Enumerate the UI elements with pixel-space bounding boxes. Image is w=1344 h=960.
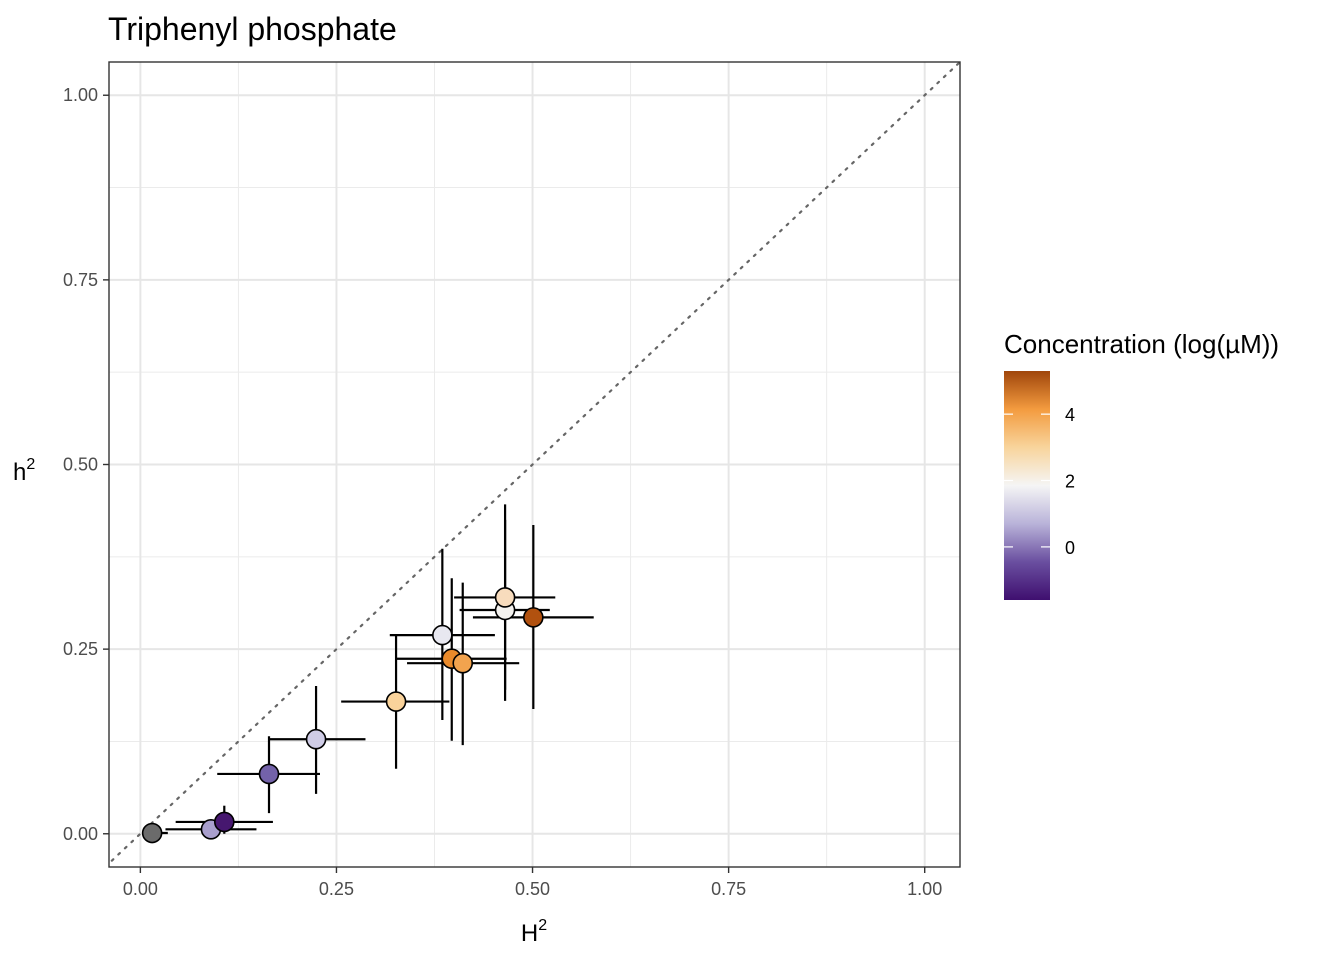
legend-ticks: 0 2 4 — [1004, 405, 1075, 558]
legend-colorbar — [1004, 371, 1050, 600]
y-tick-label: 0.00 — [63, 824, 98, 844]
x-axis-title-base: H — [521, 920, 538, 947]
chart-title: Triphenyl phosphate — [108, 11, 397, 47]
data-point — [432, 624, 453, 646]
data-point — [523, 607, 544, 628]
data-point — [213, 811, 235, 833]
x-tick-label: 0.50 — [515, 879, 550, 899]
x-tick-label: 1.00 — [907, 879, 942, 899]
data-point — [385, 691, 407, 712]
x-axis-title: H2 — [521, 917, 547, 947]
legend-tick-label: 0 — [1065, 538, 1075, 558]
x-axis-title-superscript: 2 — [538, 917, 547, 934]
legend-tick-label: 4 — [1065, 405, 1075, 425]
data-point — [452, 652, 474, 674]
y-axis-title-superscript: 2 — [26, 456, 35, 473]
x-tick-label: 0.75 — [711, 879, 746, 899]
x-tick-label: 0.00 — [123, 879, 158, 899]
color-legend: Concentration (log(µM)) 0 2 4 — [1004, 329, 1279, 600]
reference-line-layer — [109, 62, 960, 865]
data-points — [141, 587, 544, 844]
legend-tick-label: 2 — [1065, 472, 1075, 492]
y-tick-label: 1.00 — [63, 85, 98, 105]
data-point — [305, 728, 327, 750]
reference-line-y-equals-x — [109, 62, 960, 865]
data-point — [258, 763, 280, 785]
legend-title: Concentration (log(µM)) — [1004, 329, 1279, 359]
y-tick-label: 0.75 — [63, 270, 98, 290]
y-axis: 0.00 0.25 0.50 0.75 1.00 — [63, 85, 109, 844]
y-axis-title: h2 — [13, 456, 35, 486]
x-tick-label: 0.25 — [319, 879, 354, 899]
data-point — [494, 587, 516, 608]
data-point — [141, 822, 163, 844]
y-tick-label: 0.25 — [63, 639, 98, 659]
plot-panel — [108, 61, 961, 868]
y-tick-label: 0.50 — [63, 455, 98, 475]
x-axis: 0.00 0.25 0.50 0.75 1.00 — [123, 867, 942, 899]
y-axis-title-base: h — [13, 459, 26, 486]
